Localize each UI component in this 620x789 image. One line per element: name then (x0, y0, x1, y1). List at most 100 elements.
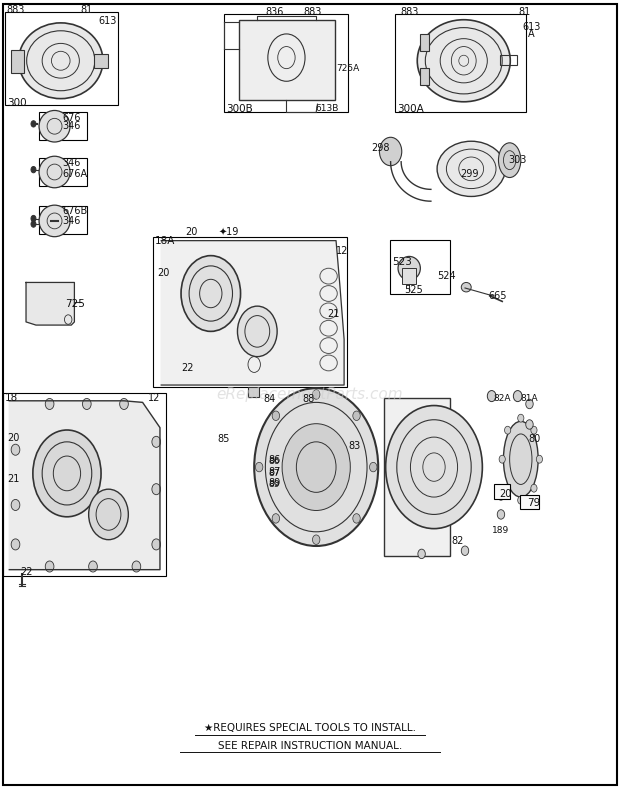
Text: 300: 300 (7, 98, 27, 107)
Ellipse shape (461, 546, 469, 555)
Ellipse shape (33, 430, 101, 517)
Ellipse shape (513, 391, 522, 402)
Text: 883: 883 (304, 7, 322, 17)
Text: 82A: 82A (493, 394, 510, 403)
Ellipse shape (31, 121, 36, 127)
Bar (420, 34, 429, 51)
Text: 725: 725 (65, 299, 85, 308)
Ellipse shape (31, 166, 36, 173)
Ellipse shape (487, 391, 496, 402)
Ellipse shape (39, 205, 70, 237)
Text: 189: 189 (492, 525, 509, 535)
Text: 83: 83 (348, 441, 361, 451)
Text: 524: 524 (437, 271, 456, 281)
Ellipse shape (531, 426, 537, 434)
Ellipse shape (31, 215, 36, 222)
Text: 89: 89 (268, 480, 280, 489)
Text: 836: 836 (265, 7, 284, 17)
Ellipse shape (152, 436, 161, 447)
Ellipse shape (181, 256, 241, 331)
Text: 80: 80 (528, 434, 541, 443)
Bar (39, 112, 87, 140)
Ellipse shape (82, 398, 91, 409)
Text: 346: 346 (62, 216, 81, 226)
Text: 303: 303 (508, 155, 527, 165)
Ellipse shape (19, 23, 103, 99)
Ellipse shape (370, 462, 377, 472)
Text: 12: 12 (336, 246, 348, 256)
Text: 665: 665 (489, 291, 507, 301)
Ellipse shape (11, 444, 20, 455)
Text: 346: 346 (62, 159, 81, 168)
Ellipse shape (11, 539, 20, 550)
Bar (39, 158, 87, 186)
Ellipse shape (418, 549, 425, 559)
Text: 346: 346 (62, 122, 81, 131)
Ellipse shape (237, 306, 277, 357)
Text: 20: 20 (185, 227, 197, 237)
Ellipse shape (461, 282, 471, 292)
Text: 12: 12 (148, 394, 160, 403)
Ellipse shape (39, 156, 70, 188)
Ellipse shape (505, 426, 511, 434)
Ellipse shape (272, 411, 280, 421)
Ellipse shape (282, 424, 350, 510)
Bar (5, 12, 118, 105)
Ellipse shape (503, 421, 538, 497)
Bar (11, 50, 24, 73)
Ellipse shape (353, 514, 360, 523)
Bar (395, 14, 526, 112)
Text: 87: 87 (268, 467, 281, 477)
Ellipse shape (45, 561, 54, 572)
Ellipse shape (255, 462, 263, 472)
Text: 300A: 300A (397, 104, 423, 114)
Text: 88: 88 (302, 394, 314, 404)
Text: 883: 883 (6, 6, 25, 15)
Ellipse shape (398, 256, 420, 280)
Text: 84: 84 (264, 394, 276, 404)
Bar (520, 495, 539, 509)
Ellipse shape (39, 110, 70, 142)
Text: 86: 86 (268, 455, 281, 465)
Text: 523: 523 (392, 257, 412, 267)
Ellipse shape (120, 398, 128, 409)
Bar (153, 237, 347, 387)
Polygon shape (9, 401, 160, 570)
Text: 725A: 725A (337, 64, 360, 73)
Text: 81: 81 (518, 7, 531, 17)
Bar (384, 398, 450, 556)
Ellipse shape (312, 390, 320, 399)
Text: ★REQUIRES SPECIAL TOOLS TO INSTALL.: ★REQUIRES SPECIAL TOOLS TO INSTALL. (204, 724, 416, 733)
Ellipse shape (437, 141, 505, 196)
Ellipse shape (497, 510, 505, 519)
Bar (494, 484, 510, 499)
Ellipse shape (312, 535, 320, 544)
Bar (402, 268, 416, 284)
Ellipse shape (379, 137, 402, 166)
Ellipse shape (272, 514, 280, 523)
Text: 20: 20 (7, 433, 20, 443)
Ellipse shape (254, 388, 378, 546)
Ellipse shape (89, 489, 128, 540)
Bar (39, 206, 87, 234)
Text: 676B: 676B (62, 206, 87, 215)
Bar (3, 393, 166, 576)
Polygon shape (26, 282, 74, 325)
Text: 81: 81 (81, 6, 93, 15)
Ellipse shape (152, 484, 161, 495)
Text: ✦19: ✦19 (218, 227, 239, 237)
Text: 89: 89 (268, 478, 281, 488)
Text: 85: 85 (217, 434, 229, 443)
Bar (267, 455, 310, 499)
Ellipse shape (505, 484, 511, 492)
Ellipse shape (498, 143, 521, 178)
Text: 21: 21 (327, 309, 340, 319)
Text: 676A: 676A (62, 169, 87, 178)
Ellipse shape (353, 411, 360, 421)
Text: A: A (528, 29, 534, 39)
Bar (390, 240, 450, 294)
Ellipse shape (89, 561, 97, 572)
Text: eReplacementParts.com: eReplacementParts.com (216, 387, 404, 402)
Ellipse shape (518, 414, 524, 422)
Text: 299: 299 (460, 169, 479, 178)
